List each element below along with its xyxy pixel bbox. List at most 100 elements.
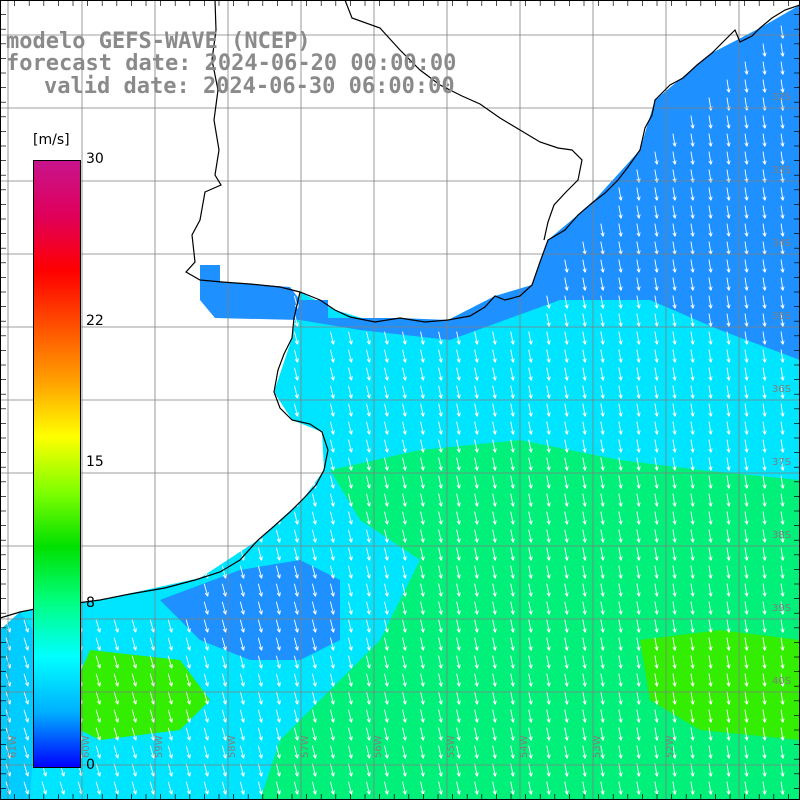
wind-arrow [167, 619, 173, 633]
wind-arrow [275, 763, 281, 777]
wind-arrow [582, 457, 587, 471]
wind-arrow [762, 709, 767, 723]
wind-arrow [762, 223, 767, 237]
wind-arrow [257, 601, 263, 615]
wind-arrow [690, 331, 695, 345]
latitude-label: 38S [772, 530, 791, 541]
wind-arrow [384, 727, 389, 741]
longitude-label: 57W [300, 735, 311, 758]
wind-arrow [456, 727, 461, 741]
wind-arrow [762, 781, 767, 795]
wind-arrow [654, 565, 659, 579]
wind-arrow [582, 763, 587, 777]
wind-arrow [564, 583, 569, 597]
longitude-label: 60W [81, 735, 92, 758]
wind-arrow [384, 421, 389, 435]
wind-arrow [582, 349, 587, 363]
wind-arrow [113, 727, 119, 741]
wind-arrow [311, 601, 317, 615]
wind-arrow [275, 727, 281, 741]
wind-arrow [221, 601, 227, 615]
wind-arrow [582, 511, 587, 525]
wind-arrow [582, 295, 587, 309]
wind-arrow [456, 421, 461, 435]
wind-arrow [636, 745, 641, 759]
wind-arrow [366, 385, 371, 399]
wind-arrow [546, 655, 551, 669]
wind-arrow [564, 385, 569, 399]
wind-arrow [546, 457, 551, 471]
wind-arrow [672, 385, 677, 399]
wind-arrow [762, 565, 767, 579]
wind-arrow [293, 601, 299, 615]
wind-arrow [780, 115, 785, 129]
wind-arrow [672, 619, 677, 633]
wind-arrow [564, 259, 569, 273]
wind-arrow [239, 691, 245, 705]
wind-arrow [366, 655, 371, 669]
wind-arrow [708, 133, 713, 147]
wind-arrow [438, 691, 443, 705]
wind-arrow [438, 349, 443, 363]
wind-arrow [582, 727, 587, 741]
wind-arrow [780, 223, 785, 237]
wind-arrow [221, 691, 227, 705]
wind-arrow [600, 457, 605, 471]
ocean-blue-coastal [200, 5, 800, 360]
wind-arrow [708, 475, 713, 489]
wind-arrow [510, 493, 515, 507]
wind-arrow [402, 619, 407, 633]
wind-arrow [654, 529, 659, 543]
wind-arrow [510, 727, 515, 741]
wind-arrow [654, 547, 659, 561]
wind-arrow [131, 637, 137, 651]
wind-arrow [348, 691, 353, 705]
wind-arrow [708, 781, 713, 795]
wind-arrow [474, 367, 479, 381]
wind-arrow [618, 547, 623, 561]
wind-arrow [564, 763, 569, 777]
wind-arrow [690, 619, 695, 633]
wind-arrow [456, 637, 461, 651]
wind-arrow [203, 619, 209, 633]
wind-arrow [293, 673, 299, 687]
wind-arrow [203, 691, 209, 705]
wind-arrow [690, 313, 695, 327]
wind-arrow [348, 385, 353, 399]
wind-arrow [257, 655, 263, 669]
wind-arrow [474, 511, 479, 525]
wind-arrow [582, 673, 587, 687]
wind-arrow [618, 601, 623, 615]
wind-arrow [636, 493, 641, 507]
wind-arrow [744, 205, 749, 219]
wind-arrow [384, 511, 389, 525]
wind-arrow [528, 745, 533, 759]
wind-arrow [564, 565, 569, 579]
wind-arrow [293, 529, 299, 543]
wind-arrow [131, 673, 137, 687]
wind-arrow [311, 583, 317, 597]
wind-arrow [438, 709, 443, 723]
wind-arrow [744, 115, 749, 129]
wind-arrow [690, 781, 695, 795]
wind-arrow [762, 727, 767, 741]
wind-arrow [510, 673, 515, 687]
wind-arrow [456, 385, 461, 399]
wind-arrow [654, 439, 659, 453]
wind-arrow [600, 601, 605, 615]
wind-arrow [564, 349, 569, 363]
wind-arrow [330, 601, 335, 615]
wind-arrow [185, 745, 191, 759]
wind-arrow [672, 475, 677, 489]
wind-arrow [149, 727, 155, 741]
wind-arrow [600, 745, 605, 759]
wind-arrow [402, 583, 407, 597]
wind-arrow [330, 619, 335, 633]
wind-arrow [402, 367, 407, 381]
wind-arrow [654, 727, 659, 741]
wind-arrow [726, 493, 731, 507]
wind-arrow [492, 619, 497, 633]
wind-arrow [636, 457, 641, 471]
wind-arrow [618, 259, 623, 273]
wind-arrow [348, 601, 353, 615]
